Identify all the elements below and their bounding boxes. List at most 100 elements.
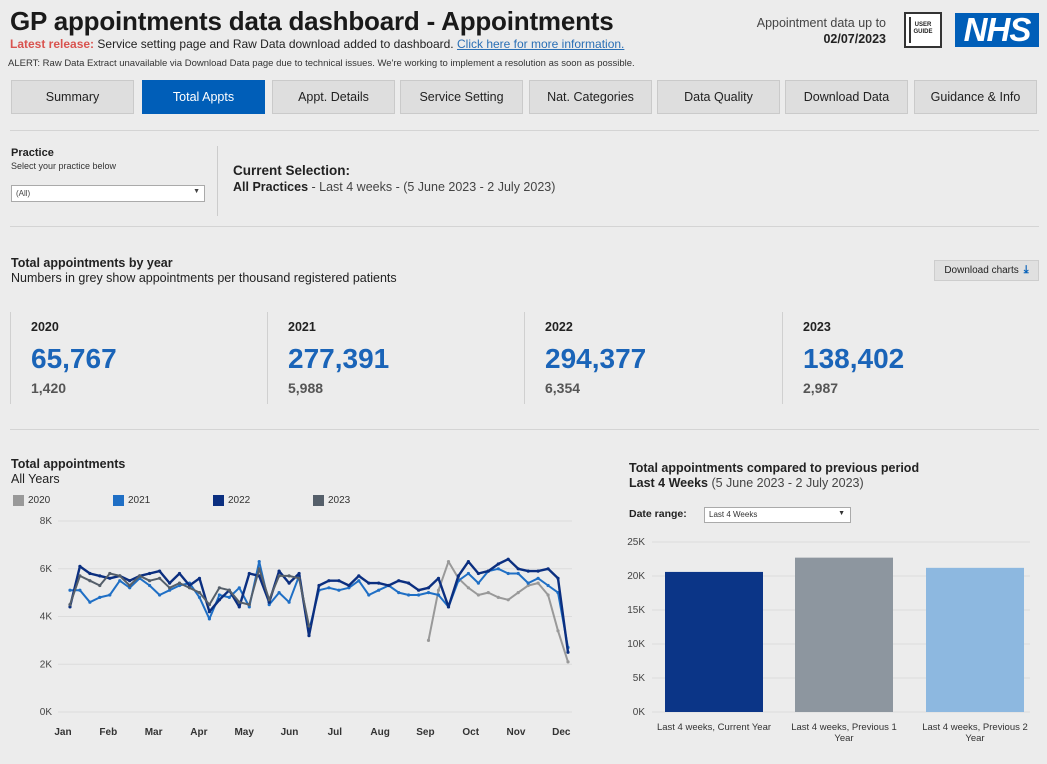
data-point[interactable] [128, 586, 132, 590]
data-point[interactable] [476, 571, 480, 576]
data-point[interactable] [237, 605, 241, 609]
data-point[interactable] [128, 583, 132, 588]
data-point[interactable] [297, 571, 301, 576]
data-point[interactable] [287, 581, 291, 585]
tab-appt-details[interactable]: Appt. Details [272, 80, 395, 114]
data-point[interactable] [287, 600, 291, 604]
data-point[interactable] [446, 560, 451, 564]
data-point[interactable] [197, 591, 202, 595]
data-point[interactable] [417, 588, 421, 592]
tab-guidance-info[interactable]: Guidance & Info [914, 80, 1037, 114]
data-point[interactable] [148, 579, 152, 583]
data-point[interactable] [476, 593, 480, 597]
data-point[interactable] [496, 562, 500, 566]
data-point[interactable] [486, 591, 490, 595]
data-point[interactable] [546, 567, 550, 571]
tab-service-setting[interactable]: Service Setting [400, 80, 523, 114]
data-point[interactable] [187, 586, 192, 590]
data-point[interactable] [247, 603, 251, 607]
data-point[interactable] [68, 605, 72, 609]
tab-download-data[interactable]: Download Data [785, 80, 908, 114]
data-point[interactable] [88, 600, 92, 604]
data-point[interactable] [68, 588, 72, 592]
data-point[interactable] [78, 574, 82, 578]
data-point[interactable] [98, 595, 102, 599]
data-point[interactable] [327, 586, 331, 590]
data-point[interactable] [118, 579, 122, 583]
data-point[interactable] [566, 650, 570, 654]
data-point[interactable] [367, 581, 371, 585]
data-point[interactable] [496, 595, 500, 599]
data-point[interactable] [108, 576, 112, 580]
data-point[interactable] [516, 567, 520, 571]
data-point[interactable] [566, 660, 570, 664]
data-point[interactable] [337, 588, 341, 592]
data-point[interactable] [277, 574, 281, 578]
data-point[interactable] [436, 593, 441, 597]
data-point[interactable] [247, 571, 251, 576]
data-point[interactable] [78, 564, 82, 568]
data-point[interactable] [267, 603, 271, 607]
data-point[interactable] [128, 579, 132, 583]
data-point[interactable] [237, 600, 241, 604]
data-point[interactable] [367, 593, 371, 597]
data-point[interactable] [397, 591, 401, 595]
legend-item-2020[interactable]: 2020 [13, 495, 50, 506]
data-point[interactable] [307, 634, 311, 638]
data-point[interactable] [257, 567, 261, 571]
data-point[interactable] [337, 579, 341, 583]
bar[interactable] [795, 557, 893, 712]
data-point[interactable] [446, 605, 451, 609]
data-point[interactable] [98, 574, 102, 578]
data-point[interactable] [78, 588, 82, 592]
data-point[interactable] [546, 583, 550, 588]
data-point[interactable] [138, 574, 142, 578]
data-point[interactable] [407, 581, 411, 585]
data-point[interactable] [476, 581, 480, 585]
data-point[interactable] [387, 583, 391, 588]
data-point[interactable] [277, 591, 281, 595]
data-point[interactable] [158, 576, 162, 580]
data-point[interactable] [317, 583, 321, 588]
data-point[interactable] [536, 581, 540, 585]
data-point[interactable] [158, 569, 162, 573]
data-point[interactable] [277, 569, 281, 573]
data-point[interactable] [207, 603, 211, 607]
data-point[interactable] [546, 593, 550, 597]
data-point[interactable] [506, 571, 510, 576]
data-point[interactable] [68, 603, 72, 607]
data-point[interactable] [187, 583, 192, 588]
data-point[interactable] [407, 593, 411, 597]
download-charts-button[interactable]: Download charts ⤓ [934, 260, 1039, 281]
bar[interactable] [665, 571, 763, 712]
data-point[interactable] [526, 569, 530, 573]
data-point[interactable] [516, 591, 520, 595]
data-point[interactable] [377, 588, 381, 592]
legend-item-2023[interactable]: 2023 [313, 495, 350, 506]
data-point[interactable] [426, 591, 431, 595]
data-point[interactable] [237, 586, 241, 590]
data-point[interactable] [397, 579, 401, 583]
data-point[interactable] [327, 579, 331, 583]
data-point[interactable] [207, 610, 211, 614]
data-point[interactable] [207, 617, 211, 621]
data-point[interactable] [297, 576, 301, 580]
user-guide-icon[interactable]: USER GUIDE [904, 12, 942, 48]
data-point[interactable] [307, 624, 311, 628]
data-point[interactable] [456, 574, 460, 578]
data-point[interactable] [556, 629, 560, 633]
release-info-link[interactable]: Click here for more information. [456, 37, 625, 51]
data-point[interactable] [426, 638, 431, 642]
data-point[interactable] [118, 574, 122, 578]
data-point[interactable] [227, 595, 231, 599]
data-point[interactable] [526, 583, 530, 588]
tab-summary[interactable]: Summary [11, 80, 134, 114]
tab-total-appts[interactable]: Total Appts [142, 80, 265, 114]
data-point[interactable] [536, 576, 540, 580]
data-point[interactable] [257, 560, 261, 564]
series-line-2022[interactable] [68, 558, 570, 653]
data-point[interactable] [88, 579, 92, 583]
legend-item-2022[interactable]: 2022 [213, 495, 250, 506]
data-point[interactable] [436, 576, 441, 580]
series-line-2023[interactable] [69, 567, 310, 627]
